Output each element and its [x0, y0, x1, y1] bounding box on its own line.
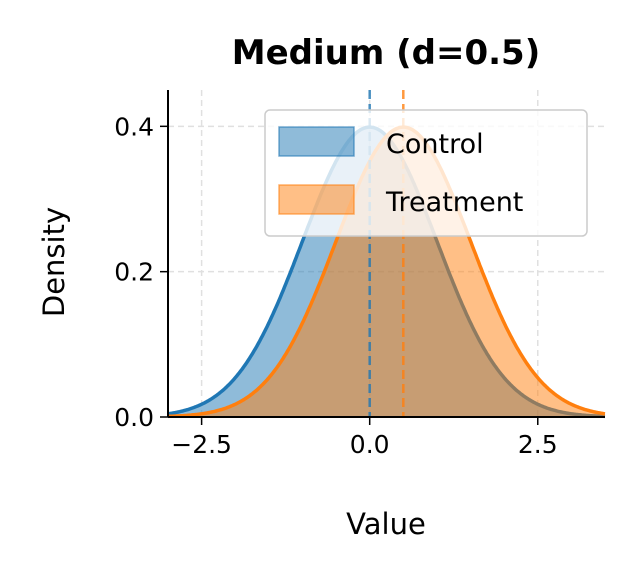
x-axis-label: Value: [346, 507, 426, 541]
legend: Control Treatment: [264, 109, 588, 237]
legend-label-treatment: Treatment: [385, 187, 523, 218]
y-tick-label: 0.0: [114, 403, 154, 432]
axes: [167, 90, 605, 418]
area-treatment: [168, 127, 605, 417]
ticks: −2.5 0.0 2.5 0.0 0.2 0.4: [114, 112, 557, 459]
x-tick-label: −2.5: [171, 430, 232, 459]
legend-label-control: Control: [386, 129, 484, 160]
x-tick-label: 2.5: [518, 430, 558, 459]
mean-lines: [368, 90, 405, 417]
chart-title: Medium (d=0.5): [232, 33, 541, 73]
x-tick-label: 0.0: [350, 430, 390, 459]
y-tick-label: 0.2: [114, 258, 154, 287]
legend-swatch-treatment: [278, 184, 355, 215]
y-tick-label: 0.4: [114, 112, 154, 141]
legend-swatch-control: [278, 126, 355, 157]
y-axis-label: Density: [37, 207, 71, 317]
